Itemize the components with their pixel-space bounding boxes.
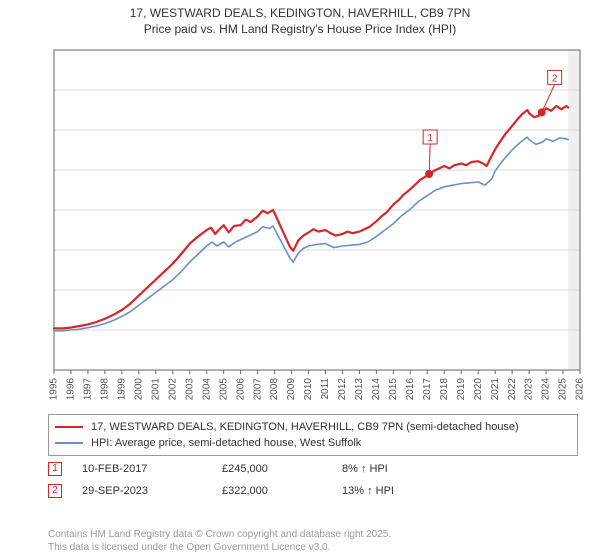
- legend-label: 17, WESTWARD DEALS, KEDINGTON, HAVERHILL…: [91, 421, 519, 433]
- svg-text:2025: 2025: [558, 378, 569, 401]
- svg-text:2011: 2011: [320, 378, 331, 400]
- svg-text:2006: 2006: [235, 378, 246, 401]
- svg-text:2023: 2023: [524, 378, 535, 401]
- svg-text:2002: 2002: [167, 378, 178, 401]
- svg-text:2008: 2008: [269, 378, 280, 401]
- cell-delta: 13% ↑ HPI: [342, 485, 482, 497]
- legend-box: 17, WESTWARD DEALS, KEDINGTON, HAVERHILL…: [48, 414, 578, 456]
- svg-text:2026: 2026: [575, 378, 586, 401]
- svg-text:2007: 2007: [252, 378, 263, 401]
- chart-container: 17, WESTWARD DEALS, KEDINGTON, HAVERHILL…: [0, 0, 600, 560]
- svg-text:2: 2: [552, 73, 558, 84]
- svg-text:2016: 2016: [405, 378, 416, 401]
- svg-text:2022: 2022: [507, 378, 518, 401]
- svg-text:2000: 2000: [133, 378, 144, 401]
- cell-price: £245,000: [222, 463, 342, 475]
- legend-label: HPI: Average price, semi-detached house,…: [91, 437, 361, 449]
- svg-text:2005: 2005: [218, 378, 229, 401]
- svg-text:2013: 2013: [354, 378, 365, 401]
- svg-text:1998: 1998: [100, 378, 111, 401]
- title-line-1: 17, WESTWARD DEALS, KEDINGTON, HAVERHILL…: [0, 6, 600, 22]
- svg-text:1999: 1999: [117, 378, 128, 401]
- attribution-line-1: Contains HM Land Registry data © Crown c…: [48, 528, 391, 541]
- svg-text:2014: 2014: [371, 378, 382, 401]
- cell-date: 29-SEP-2023: [82, 485, 222, 497]
- svg-text:1997: 1997: [83, 378, 94, 401]
- title-block: 17, WESTWARD DEALS, KEDINGTON, HAVERHILL…: [0, 0, 600, 37]
- svg-text:1995: 1995: [49, 378, 60, 401]
- svg-text:2012: 2012: [337, 378, 348, 401]
- svg-text:2021: 2021: [490, 378, 501, 401]
- marker-box: 2: [48, 484, 62, 498]
- table-row: 2 29-SEP-2023 £322,000 13% ↑ HPI: [48, 480, 578, 502]
- svg-text:2001: 2001: [150, 378, 161, 401]
- svg-text:2020: 2020: [473, 378, 484, 401]
- cell-date: 10-FEB-2017: [82, 463, 222, 475]
- cell-price: £322,000: [222, 485, 342, 497]
- svg-text:2003: 2003: [184, 378, 195, 401]
- title-line-2: Price paid vs. HM Land Registry's House …: [0, 22, 600, 38]
- legend-item: HPI: Average price, semi-detached house,…: [55, 435, 571, 451]
- chart-svg: £0£50K£100K£150K£200K£250K£300K£350K£400…: [48, 44, 588, 404]
- svg-text:2019: 2019: [456, 378, 467, 401]
- svg-text:2010: 2010: [303, 378, 314, 401]
- marker-box: 1: [48, 462, 62, 476]
- attribution-line-2: This data is licensed under the Open Gov…: [48, 541, 391, 554]
- svg-text:2015: 2015: [388, 378, 399, 401]
- svg-text:2024: 2024: [541, 378, 552, 401]
- svg-text:2018: 2018: [439, 378, 450, 401]
- svg-text:2017: 2017: [422, 378, 433, 401]
- svg-text:1: 1: [427, 133, 433, 144]
- attribution: Contains HM Land Registry data © Crown c…: [48, 528, 391, 554]
- svg-text:2009: 2009: [286, 378, 297, 401]
- legend-swatch: [55, 426, 83, 428]
- data-table: 1 10-FEB-2017 £245,000 8% ↑ HPI 2 29-SEP…: [48, 458, 578, 502]
- legend-swatch: [55, 442, 83, 444]
- legend-item: 17, WESTWARD DEALS, KEDINGTON, HAVERHILL…: [55, 419, 571, 435]
- chart-area: £0£50K£100K£150K£200K£250K£300K£350K£400…: [48, 44, 588, 404]
- cell-delta: 8% ↑ HPI: [342, 463, 482, 475]
- table-row: 1 10-FEB-2017 £245,000 8% ↑ HPI: [48, 458, 578, 480]
- svg-text:2004: 2004: [201, 378, 212, 401]
- svg-text:1996: 1996: [66, 378, 77, 401]
